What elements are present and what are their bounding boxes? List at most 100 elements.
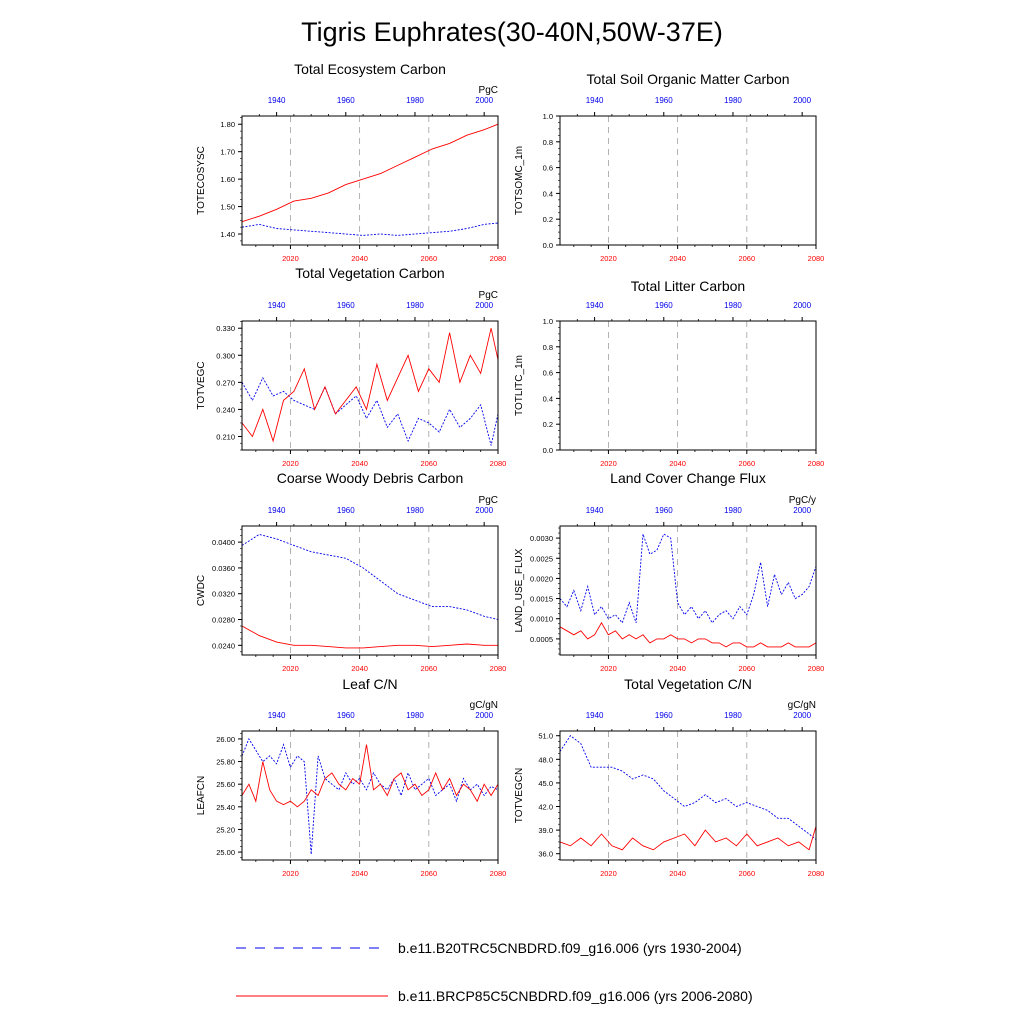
y-tick-label: 39.0 <box>538 826 553 835</box>
x-tick-label: 2020 <box>282 869 299 878</box>
y-tick-label: 36.0 <box>538 850 553 859</box>
series-future-line <box>241 328 499 443</box>
y-tick-label: 1.40 <box>220 230 235 239</box>
series-hist-line <box>559 533 817 624</box>
top-tick-label: 1940 <box>268 506 286 515</box>
plot-frame <box>241 525 499 656</box>
y-tick-label: 0.300 <box>216 351 235 360</box>
y-axis-label: TOTLITC_1m <box>514 355 525 416</box>
top-tick-label: 1960 <box>655 96 673 105</box>
series-future-line <box>241 123 499 223</box>
y-axis-label: TOTECOSYSC <box>196 146 207 215</box>
y-tick-label: 0.4 <box>543 189 553 198</box>
plot-frame <box>241 730 499 861</box>
y-tick-label: 42.0 <box>538 803 553 812</box>
y-tick-label: 0.0005 <box>530 635 553 644</box>
top-tick-label: 1960 <box>655 301 673 310</box>
chart-title: Coarse Woody Debris Carbon <box>277 470 464 486</box>
top-tick-label: 1960 <box>337 506 355 515</box>
y-axis-label: CWDC <box>196 575 207 606</box>
x-tick-label: 2040 <box>351 869 368 878</box>
figure-title: Tigris Euphrates(30-40N,50W-37E) <box>301 17 723 47</box>
x-tick-label: 2020 <box>600 254 617 263</box>
x-tick-label: 2060 <box>420 664 437 673</box>
x-tick-label: 2020 <box>282 254 299 263</box>
top-tick-label: 1960 <box>337 301 355 310</box>
y-tick-label: 0.0400 <box>212 538 235 547</box>
unit-label: gC/gN <box>470 700 498 711</box>
x-tick-label: 2060 <box>738 664 755 673</box>
y-tick-label: 0.0240 <box>212 641 235 650</box>
unit-label: PgC <box>479 290 498 301</box>
series-hist-line <box>241 222 499 236</box>
y-tick-label: 0.210 <box>216 432 235 441</box>
y-tick-label: 0.8 <box>543 343 553 352</box>
x-tick-label: 2040 <box>669 254 686 263</box>
top-tick-label: 1940 <box>268 96 286 105</box>
y-tick-label: 0.0280 <box>212 616 235 625</box>
plot-frame <box>241 115 499 246</box>
y-axis-label: LEAFCN <box>196 776 207 815</box>
x-tick-label: 2040 <box>669 869 686 878</box>
chart-land_use_flux: Land Cover Change Flux PgC/y 2020 2040 2060 2… <box>514 470 824 673</box>
series-hist-line <box>241 737 499 855</box>
x-tick-label: 2060 <box>420 869 437 878</box>
series-hist-line <box>241 533 499 620</box>
y-axis-label: TOTVEGC <box>196 361 207 409</box>
plot-frame <box>559 115 817 246</box>
legend: b.e11.B20TRC5CNBDRD.f09_g16.006 (yrs 193… <box>236 940 753 1004</box>
chart-title: Total Soil Organic Matter Carbon <box>586 71 789 87</box>
top-tick-label: 1980 <box>724 711 742 720</box>
y-tick-label: 0.0 <box>543 446 553 455</box>
unit-label: PgC <box>479 495 498 506</box>
y-tick-label: 0.6 <box>543 369 553 378</box>
y-axis-label: LAND_USE_FLUX <box>514 548 525 632</box>
top-tick-label: 1980 <box>406 711 424 720</box>
x-tick-label: 2080 <box>808 664 825 673</box>
top-tick-label: 1980 <box>724 506 742 515</box>
unit-label: gC/gN <box>788 700 816 711</box>
y-tick-label: 0.240 <box>216 405 235 414</box>
top-tick-label: 1980 <box>724 301 742 310</box>
top-tick-label: 1940 <box>268 711 286 720</box>
y-tick-label: 0.330 <box>216 324 235 333</box>
y-axis-label: TOTVEGCN <box>514 768 525 823</box>
top-tick-label: 1940 <box>586 506 604 515</box>
top-tick-label: 2000 <box>475 506 493 515</box>
chart-title: Total Ecosystem Carbon <box>294 61 446 77</box>
top-tick-label: 2000 <box>475 96 493 105</box>
x-tick-label: 2040 <box>351 254 368 263</box>
series-future-line <box>559 826 817 851</box>
series-future-line <box>241 625 498 649</box>
y-tick-label: 1.0 <box>543 317 553 326</box>
x-tick-label: 2080 <box>808 869 825 878</box>
top-tick-label: 2000 <box>793 96 811 105</box>
y-tick-label: 1.70 <box>220 148 235 157</box>
chart-title: Leaf C/N <box>342 676 397 692</box>
x-tick-label: 2080 <box>490 254 507 263</box>
x-tick-label: 2080 <box>808 254 825 263</box>
x-tick-label: 2060 <box>420 254 437 263</box>
y-tick-label: 26.00 <box>216 735 235 744</box>
y-tick-label: 0.0010 <box>530 615 553 624</box>
plot-frame <box>559 730 817 861</box>
y-tick-label: 25.20 <box>216 825 235 834</box>
x-tick-label: 2020 <box>282 459 299 468</box>
series-hist-line <box>559 735 817 840</box>
x-tick-label: 2080 <box>490 869 507 878</box>
x-tick-label: 2080 <box>808 459 825 468</box>
x-tick-label: 2040 <box>351 459 368 468</box>
top-tick-label: 2000 <box>475 711 493 720</box>
top-tick-label: 1980 <box>406 301 424 310</box>
chart-totsomc: Total Soil Organic Matter Carbon 2020 2040… <box>514 71 824 263</box>
plot-frame <box>559 320 817 451</box>
chart-title: Total Litter Carbon <box>631 278 745 294</box>
y-tick-label: 1.0 <box>543 112 553 121</box>
panels: Total Ecosystem Carbon PgC 2020 2040 2060 208… <box>196 61 824 878</box>
y-tick-label: 0.0 <box>543 241 553 250</box>
top-tick-label: 2000 <box>793 711 811 720</box>
y-tick-label: 25.60 <box>216 780 235 789</box>
x-tick-label: 2060 <box>738 869 755 878</box>
top-tick-label: 2000 <box>793 301 811 310</box>
y-tick-label: 0.0360 <box>212 564 235 573</box>
